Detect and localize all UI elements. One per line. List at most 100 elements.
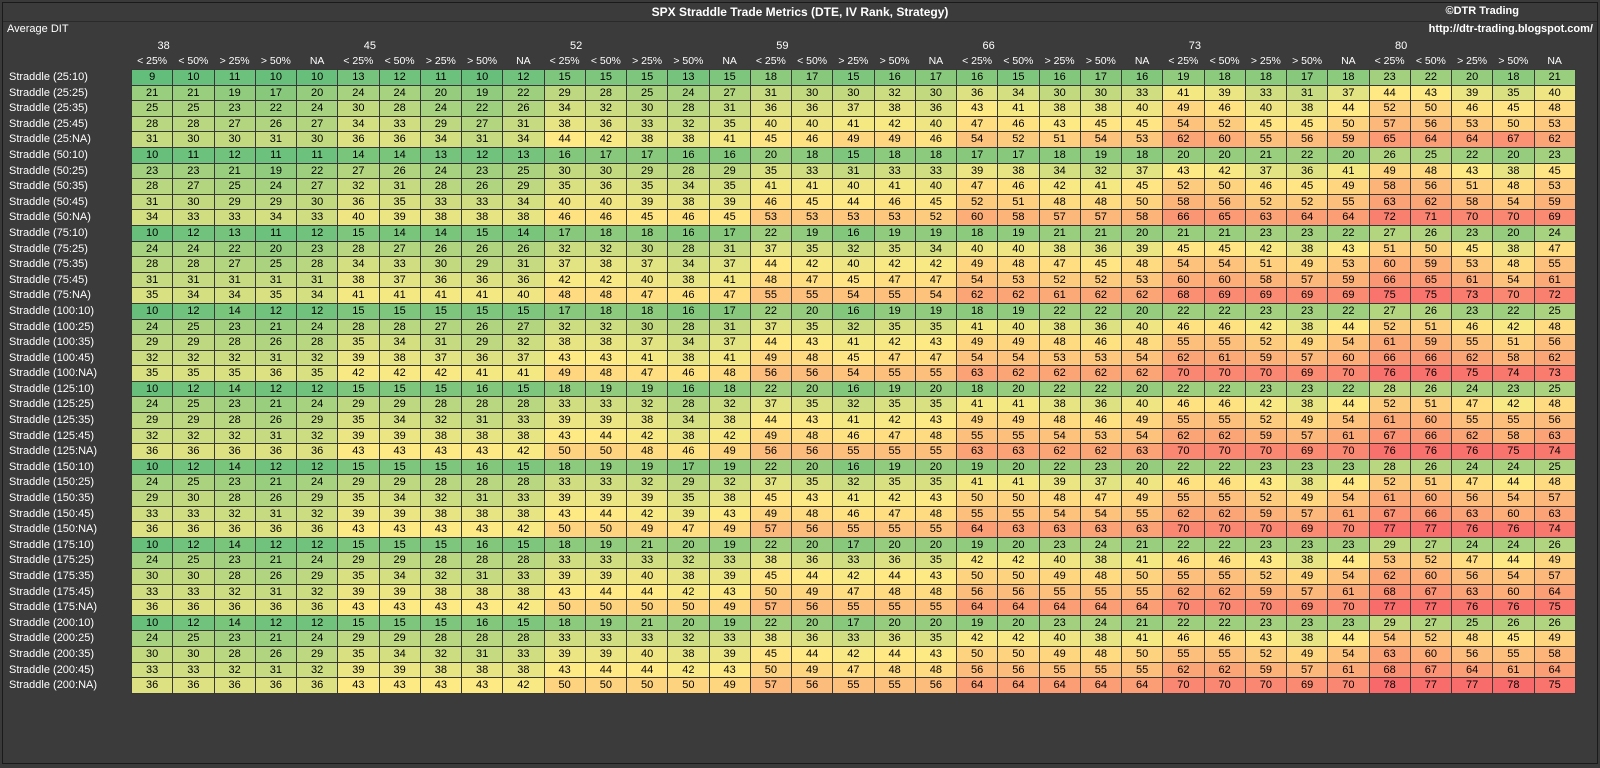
- metric-cell[interactable]: 30: [130, 568, 174, 585]
- metric-cell[interactable]: 63: [1120, 521, 1164, 538]
- metric-cell[interactable]: 41: [955, 396, 999, 414]
- metric-cell[interactable]: 49: [1285, 256, 1329, 273]
- metric-cell[interactable]: 43: [543, 427, 586, 445]
- metric-cell[interactable]: 48: [873, 661, 916, 679]
- metric-cell[interactable]: 40: [832, 256, 875, 273]
- metric-cell[interactable]: 64: [955, 677, 999, 694]
- metric-cell[interactable]: 42: [502, 599, 545, 616]
- metric-cell[interactable]: 67: [1409, 583, 1453, 601]
- metric-cell[interactable]: 36: [873, 552, 916, 569]
- metric-cell[interactable]: 44: [1327, 100, 1370, 117]
- metric-cell[interactable]: 42: [625, 505, 669, 523]
- metric-cell[interactable]: 56: [749, 365, 793, 382]
- metric-cell[interactable]: 44: [1368, 84, 1411, 102]
- metric-cell[interactable]: 52: [1162, 178, 1205, 195]
- metric-cell[interactable]: 22: [749, 458, 793, 476]
- metric-cell[interactable]: 28: [667, 240, 710, 258]
- metric-cell[interactable]: 29: [130, 334, 174, 351]
- metric-cell[interactable]: 30: [295, 131, 339, 148]
- metric-cell[interactable]: 21: [1533, 69, 1576, 86]
- metric-cell[interactable]: 19: [708, 458, 751, 476]
- metric-cell[interactable]: 38: [460, 505, 504, 523]
- metric-cell[interactable]: 35: [213, 365, 256, 382]
- metric-cell[interactable]: 27: [378, 240, 421, 258]
- metric-cell[interactable]: 25: [1533, 380, 1576, 398]
- metric-cell[interactable]: 34: [378, 645, 421, 663]
- metric-cell[interactable]: 54: [914, 287, 958, 304]
- metric-cell[interactable]: 27: [502, 318, 545, 336]
- metric-cell[interactable]: 34: [419, 131, 463, 148]
- metric-cell[interactable]: 49: [749, 505, 793, 523]
- row-label[interactable]: Straddle (125:25): [9, 398, 94, 411]
- metric-cell[interactable]: 55: [1203, 412, 1246, 429]
- metric-cell[interactable]: 10: [254, 69, 298, 86]
- metric-cell[interactable]: 36: [1079, 318, 1123, 336]
- metric-cell[interactable]: 50: [955, 568, 999, 585]
- metric-cell[interactable]: 28: [419, 552, 463, 569]
- metric-cell[interactable]: 58: [1533, 645, 1576, 663]
- metric-cell[interactable]: 43: [337, 599, 380, 616]
- metric-cell[interactable]: 42: [1492, 318, 1535, 336]
- metric-cell[interactable]: 42: [584, 131, 628, 148]
- row-label[interactable]: Straddle (75:NA): [9, 289, 91, 302]
- metric-cell[interactable]: 39: [1203, 84, 1246, 102]
- metric-cell[interactable]: 40: [625, 568, 669, 585]
- metric-cell[interactable]: 55: [1120, 583, 1164, 601]
- metric-cell[interactable]: 47: [873, 505, 916, 523]
- metric-cell[interactable]: 22: [1327, 302, 1370, 320]
- metric-cell[interactable]: 23: [1285, 302, 1329, 320]
- metric-cell[interactable]: 29: [295, 568, 339, 585]
- metric-cell[interactable]: 54: [1492, 271, 1535, 289]
- metric-cell[interactable]: 33: [543, 552, 586, 569]
- metric-cell[interactable]: 53: [1533, 178, 1576, 195]
- metric-cell[interactable]: 30: [172, 490, 215, 507]
- metric-cell[interactable]: 29: [460, 256, 504, 273]
- metric-cell[interactable]: 70: [1162, 521, 1205, 538]
- metric-cell[interactable]: 66: [1368, 271, 1411, 289]
- metric-cell[interactable]: 29: [378, 552, 421, 569]
- metric-cell[interactable]: 51: [997, 193, 1040, 211]
- metric-cell[interactable]: 48: [1409, 162, 1453, 180]
- metric-cell[interactable]: 15: [378, 458, 421, 476]
- metric-cell[interactable]: 58: [1368, 178, 1411, 195]
- metric-cell[interactable]: 41: [832, 115, 875, 133]
- metric-cell[interactable]: 20: [997, 458, 1040, 476]
- metric-cell[interactable]: 23: [213, 396, 256, 414]
- metric-cell[interactable]: 36: [337, 193, 380, 211]
- metric-cell[interactable]: 22: [1079, 380, 1123, 398]
- metric-cell[interactable]: 32: [130, 349, 174, 367]
- metric-cell[interactable]: 10: [172, 69, 215, 86]
- metric-cell[interactable]: 35: [873, 318, 916, 336]
- metric-cell[interactable]: 35: [130, 365, 174, 382]
- metric-cell[interactable]: 42: [419, 365, 463, 382]
- metric-cell[interactable]: 34: [213, 287, 256, 304]
- metric-cell[interactable]: 11: [172, 146, 215, 164]
- metric-cell[interactable]: 15: [502, 458, 545, 476]
- metric-cell[interactable]: 70: [1203, 599, 1246, 616]
- metric-cell[interactable]: 20: [1492, 146, 1535, 164]
- metric-cell[interactable]: 32: [584, 100, 628, 117]
- metric-cell[interactable]: 55: [873, 599, 916, 616]
- metric-cell[interactable]: 48: [914, 583, 958, 601]
- metric-cell[interactable]: 40: [502, 287, 545, 304]
- metric-cell[interactable]: 26: [1368, 146, 1411, 164]
- metric-cell[interactable]: 15: [419, 536, 463, 554]
- metric-cell[interactable]: 57: [1285, 661, 1329, 679]
- metric-cell[interactable]: 47: [667, 521, 710, 538]
- metric-cell[interactable]: 43: [337, 521, 380, 538]
- metric-cell[interactable]: 54: [1327, 412, 1370, 429]
- metric-cell[interactable]: 12: [254, 458, 298, 476]
- metric-cell[interactable]: 17: [1285, 69, 1329, 86]
- metric-cell[interactable]: 45: [1285, 178, 1329, 195]
- metric-cell[interactable]: 24: [1450, 536, 1494, 554]
- metric-cell[interactable]: 32: [213, 505, 256, 523]
- metric-cell[interactable]: 37: [749, 396, 793, 414]
- metric-cell[interactable]: 20: [914, 380, 958, 398]
- metric-cell[interactable]: 43: [1244, 474, 1288, 492]
- metric-cell[interactable]: 51: [1450, 178, 1494, 195]
- metric-cell[interactable]: 46: [667, 209, 710, 226]
- metric-cell[interactable]: 40: [625, 645, 669, 663]
- metric-cell[interactable]: 17: [708, 224, 751, 242]
- metric-cell[interactable]: 24: [378, 84, 421, 102]
- metric-cell[interactable]: 15: [337, 536, 380, 554]
